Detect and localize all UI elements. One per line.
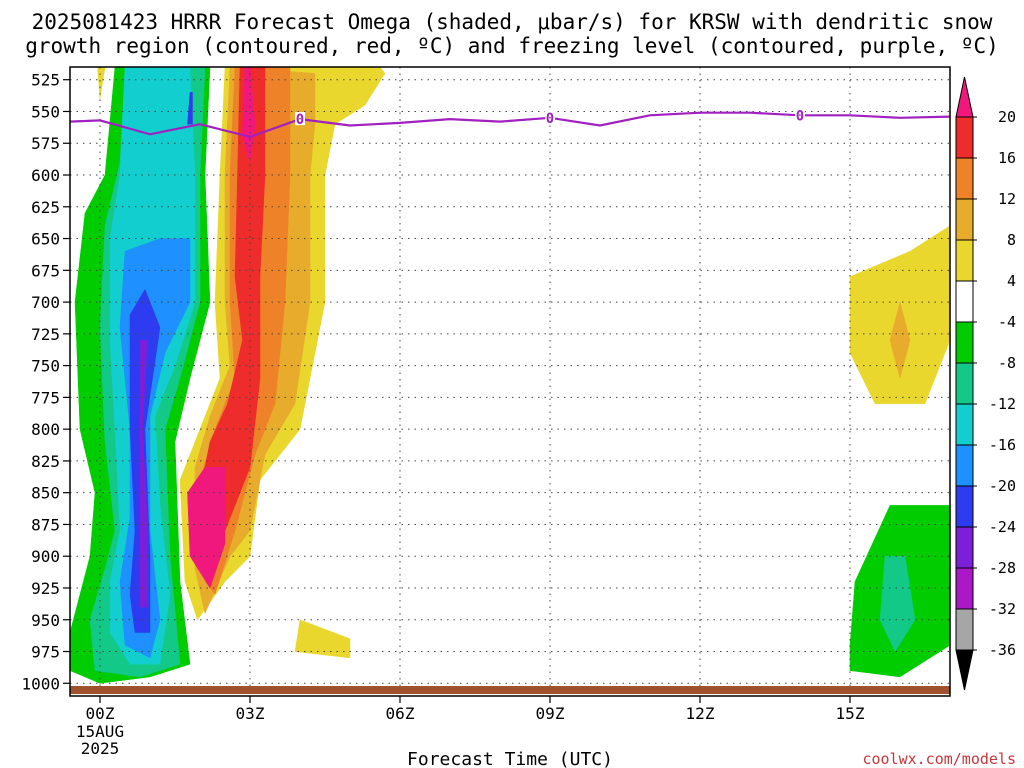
x-tick-label-12Z: 12Z <box>686 704 715 723</box>
colorbar-bin--36 <box>955 608 974 651</box>
chart-title-line-1: 2025081423 HRRR Forecast Omega (shaded, … <box>31 10 993 34</box>
colorbar-label: -20 <box>989 477 1016 495</box>
omega-region-18 <box>879 555 916 652</box>
y-tick-label-525: 525 <box>31 71 60 90</box>
omega-region-6 <box>187 92 193 125</box>
y-tick-label-925: 925 <box>31 579 60 598</box>
y-tick-label-650: 650 <box>31 230 60 249</box>
y-tick-label-550: 550 <box>31 102 60 121</box>
colorbar-bin--16 <box>955 403 974 446</box>
y-tick-label-625: 625 <box>31 198 60 217</box>
y-axis: 525 550 575 600 625 650 675 700 725 750 775 800 825 8… <box>21 71 70 693</box>
y-tick-label-800: 800 <box>31 420 60 439</box>
y-tick-label-825: 825 <box>31 452 60 471</box>
omega-shading <box>70 67 950 684</box>
freezing-level-contour: 0 0 0 <box>70 108 950 139</box>
freezing-level-label-bg <box>795 108 805 122</box>
y-tick-label-850: 850 <box>31 484 60 503</box>
colorbar-over-arrow <box>955 76 974 118</box>
omega-region-13 <box>294 619 351 659</box>
y-tick-label-900: 900 <box>31 547 60 566</box>
y-tick-label-675: 675 <box>31 261 60 280</box>
colorbar-label: 12 <box>998 190 1016 208</box>
x-tick-label-00Z: 00Z <box>86 704 115 723</box>
freezing-level-label: 0 <box>796 108 804 124</box>
x-tick-label-06Z: 06Z <box>386 704 415 723</box>
plot-frame <box>69 66 951 697</box>
colorbar-bin-4 <box>955 239 974 282</box>
omega-region-4 <box>129 289 161 633</box>
freezing-level-label: 0 <box>296 112 304 128</box>
y-tick-label-750: 750 <box>31 357 60 376</box>
colorbar: 20 16 12 8 4 -4 -8 -12 -16 -20 -24 -28 -32 -36 <box>955 76 1016 691</box>
freezing-level-label-bg <box>295 112 305 126</box>
x-tick-sublabel: 2025 <box>81 739 120 758</box>
colorbar-label: 16 <box>998 149 1016 167</box>
colorbar-bin--24 <box>955 485 974 528</box>
x-axis-label: Forecast Time (UTC) <box>407 749 613 768</box>
omega-region-5 <box>139 339 148 608</box>
y-tick-label-725: 725 <box>31 325 60 344</box>
colorbar-label: -24 <box>989 518 1016 536</box>
y-tick-label-700: 700 <box>31 293 60 312</box>
x-tick-sublabel: 15AUG <box>76 722 124 741</box>
y-tick-label-950: 950 <box>31 611 60 630</box>
colorbar-bin--12 <box>955 362 974 405</box>
colorbar-label: -36 <box>989 641 1016 659</box>
colorbar-bin--20 <box>955 444 974 487</box>
y-tick-label-875: 875 <box>31 515 60 534</box>
colorbar-label: -8 <box>998 354 1016 372</box>
colorbar-bin--28 <box>955 526 974 569</box>
omega-region-14 <box>97 67 106 100</box>
colorbar-label: -12 <box>989 395 1016 413</box>
y-tick-label-1000: 1000 <box>21 674 60 693</box>
y-tick-label-975: 975 <box>31 643 60 662</box>
ground-surface <box>70 686 950 694</box>
colorbar-label: 4 <box>1007 272 1016 290</box>
colorbar-bin--32 <box>955 567 974 610</box>
colorbar-bin-16 <box>955 116 974 159</box>
colorbar-bin--4 <box>955 280 974 323</box>
x-tick-label-09Z: 09Z <box>536 704 565 723</box>
colorbar-bin-8 <box>955 198 974 241</box>
x-tick-label-03Z: 03Z <box>236 704 265 723</box>
freezing-level-label-bg <box>545 110 555 124</box>
colorbar-label: 8 <box>1007 231 1016 249</box>
credit-text: coolwx.com/models <box>862 750 1016 768</box>
colorbar-label: -4 <box>998 313 1016 331</box>
freezing-level-label: 0 <box>546 111 554 127</box>
y-tick-label-600: 600 <box>31 166 60 185</box>
y-tick-label-575: 575 <box>31 134 60 153</box>
colorbar-bin--8 <box>955 321 974 364</box>
chart-title-line-2: growth region (contoured, red, ºC) and f… <box>25 34 999 58</box>
y-tick-label-775: 775 <box>31 388 60 407</box>
colorbar-label: -28 <box>989 559 1016 577</box>
colorbar-bin-12 <box>955 157 974 200</box>
colorbar-label: 20 <box>998 108 1016 126</box>
colorbar-label: -16 <box>989 436 1016 454</box>
colorbar-label: -32 <box>989 600 1016 618</box>
colorbar-under-arrow <box>955 649 974 691</box>
omega-region-16 <box>889 301 911 379</box>
x-tick-label-15Z: 15Z <box>836 704 865 723</box>
grid-lines <box>70 67 950 696</box>
